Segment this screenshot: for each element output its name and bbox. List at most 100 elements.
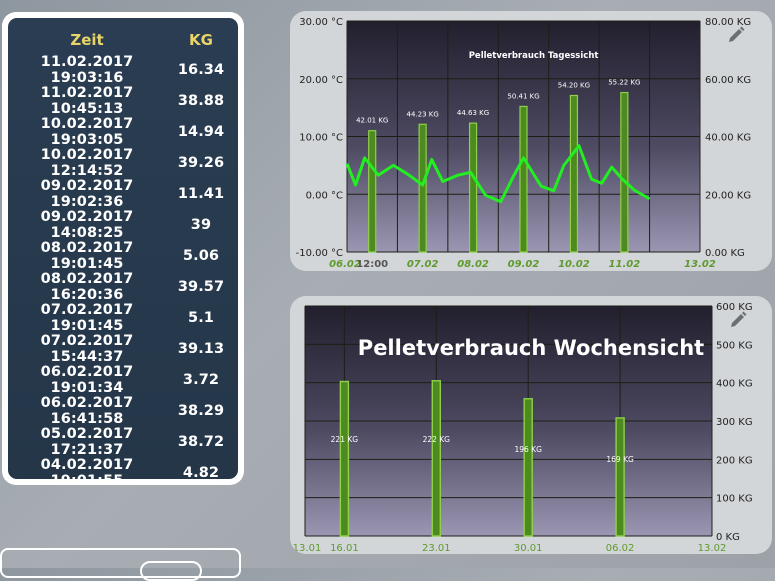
x-tick-label: 30.01 [514,543,543,554]
table-row: 11.02.2017 10:45:13 38.88 [8,84,238,117]
y-right-tick-label: 40.00 KG [705,133,751,144]
row-time: 10.02.2017 19:03:05 [40,115,134,148]
y-left-tick-label: 30.00 °C [299,17,343,28]
table-row: 08.02.2017 16:20:36 39.57 [8,270,238,303]
pencil-icon[interactable] [728,310,748,330]
bar [620,91,629,253]
row-kg: 4.82 [182,464,220,481]
x-tick-label: 23.01 [422,543,451,554]
y-right-tick-label: 60.00 KG [705,75,751,86]
row-kg: 11.41 [177,185,225,202]
table-row: 11.02.2017 19:03:16 16.34 [8,53,238,86]
table-row: 06.02.2017 19:01:34 3.72 [8,363,238,396]
row-kg: 38.29 [177,402,225,419]
row-time: 04.02.2017 19:01:55 [40,456,134,489]
x-tick-label: 13.02 [698,543,727,554]
row-time: 10.02.2017 12:14:52 [40,146,134,179]
row-kg: 5.06 [182,247,220,264]
bar [523,398,533,537]
bar-value-label: 44.23 KG [407,110,439,118]
bar-value-label: 44.63 KG [457,109,489,117]
bar [519,105,528,253]
table-row: 09.02.2017 19:02:36 11.41 [8,177,238,210]
table-row: 07.02.2017 19:01:45 5.1 [8,301,238,334]
table-row: 08.02.2017 19:01:45 5.06 [8,240,238,272]
y-tick-label: 600 KG [716,302,753,313]
table-row: 04.02.2017 19:01:55 4.82 [8,456,238,489]
y-left-tick-label: -10.00 °C [296,248,343,259]
bar-value-label: 196 KG [514,445,542,454]
bottom-widget-frame [0,548,241,578]
y-tick-label: 100 KG [716,494,753,505]
row-time: 09.02.2017 14:08:25 [40,208,134,241]
chart-title: Pelletverbrauch Wochensicht [358,336,704,360]
row-kg: 39.57 [177,278,225,295]
table-row: 07.02.2017 15:44:37 39.13 [8,333,238,365]
x-tick-label: 13.01 [293,543,322,554]
table-row: 05.02.2017 17:21:37 38.72 [8,425,238,458]
y-left-tick-label: 10.00 °C [299,133,343,144]
bar-value-label: 221 KG [331,435,359,444]
y-right-tick-label: 0.00 KG [705,248,745,259]
bar [468,122,478,253]
pencil-icon[interactable] [726,25,746,45]
y-left-tick-label: 0.00 °C [306,190,343,201]
y-tick-label: 400 KG [716,379,753,390]
bar-value-label: 169 KG [606,455,634,464]
row-time: 05.02.2017 17:21:37 [40,425,134,458]
x-tick-label: 07.02 [407,259,439,270]
x-tick-label: 12:00 [356,259,388,270]
chart-title: Pelletverbrauch Tagessicht [469,51,599,61]
row-kg: 39 [190,216,212,233]
x-tick-label: 11.02 [609,259,641,270]
table-row: 10.02.2017 19:03:05 14.94 [8,115,238,148]
row-time: 08.02.2017 16:20:36 [40,270,134,303]
row-time: 11.02.2017 19:03:16 [40,53,134,86]
x-tick-label: 08.02 [457,259,489,270]
x-tick-label: 10.02 [558,259,590,270]
y-left-tick-label: 20.00 °C [299,75,343,86]
bottom-widget-button[interactable] [140,561,202,581]
x-tick-label: 09.02 [508,259,540,270]
bar-value-label: 50.41 KG [507,92,539,100]
x-tick-label: 06.02 [329,259,361,270]
row-kg: 5.1 [188,309,214,326]
row-time: 06.02.2017 16:41:58 [40,394,134,427]
header-kg: KG [189,31,213,49]
row-time: 11.02.2017 10:45:13 [40,84,134,117]
table-row: 10.02.2017 12:14:52 39.26 [8,146,238,179]
weekly-chart-svg: 600 KG 500 KG 400 KG 300 KG 200 KG 100 KG 0 KG… [293,302,753,554]
x-tick-label: 06.02 [606,543,635,554]
row-time: 07.02.2017 19:01:45 [40,301,134,334]
bar [615,417,625,537]
y-tick-label: 0 KG [716,532,740,543]
header-time: Zeit [70,31,104,49]
bar [569,94,579,253]
row-kg: 39.26 [177,154,225,171]
consumption-table-panel: Zeit KG 11.02.2017 19:03:16 16.34 11.02.20… [2,12,244,489]
row-kg: 39.13 [177,340,225,357]
y-tick-label: 500 KG [716,340,753,351]
row-kg: 38.88 [177,92,225,109]
table-header-row: Zeit KG [8,26,238,54]
temperature-line [345,144,651,204]
row-time: 09.02.2017 19:02:36 [40,177,134,210]
y-right-tick-label: 80.00 KG [705,17,751,28]
daily-consumption-chart-panel: 30.00 °C 20.00 °C 10.00 °C 0.00 °C -10.00 °C… [290,11,772,271]
row-kg: 16.34 [177,61,225,78]
row-kg: 38.72 [177,433,225,450]
bar-value-label: 42.01 KG [356,117,388,125]
table-body: 11.02.2017 19:03:16 16.34 11.02.2017 10:45… [8,53,238,489]
bar [339,380,350,537]
table-row: 06.02.2017 16:41:58 38.29 [8,394,238,427]
x-tick-label: 13.02 [684,259,716,270]
x-tick-label: 16.01 [330,543,359,554]
bar-value-label: 222 KG [423,435,451,444]
y-tick-label: 200 KG [716,455,753,466]
row-time: 06.02.2017 19:01:34 [40,363,134,396]
consumption-table: Zeit KG 11.02.2017 19:03:16 16.34 11.02.20… [8,18,238,489]
bar-value-label: 55.22 KG [608,79,640,87]
bar [368,130,377,253]
weekly-consumption-chart-panel: 600 KG 500 KG 400 KG 300 KG 200 KG 100 KG 0 KG… [290,296,772,554]
y-right-tick-label: 20.00 KG [705,190,751,201]
